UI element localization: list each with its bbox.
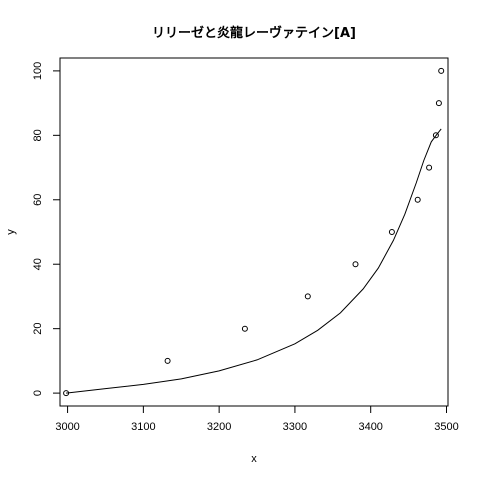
- fit-curve-layer: [66, 128, 442, 394]
- x-tick-label: 3500: [434, 421, 458, 433]
- x-tick-label: 3300: [283, 421, 307, 433]
- x-tick-label: 3000: [55, 421, 79, 433]
- data-point: [426, 164, 433, 171]
- data-point: [414, 196, 421, 203]
- x-axis: 3000 3100 3200 3300 3400 3500: [55, 405, 459, 433]
- y-axis-label: y: [5, 229, 17, 235]
- x-tick-label: 3400: [358, 421, 382, 433]
- chart-title: リリーゼと炎龍レーヴァテイン[A]: [152, 25, 356, 41]
- data-point: [63, 390, 70, 397]
- data-point: [164, 357, 171, 364]
- data-points-layer: [63, 67, 445, 397]
- data-point: [432, 132, 439, 139]
- y-tick-label: 60: [32, 194, 44, 206]
- data-point: [438, 67, 445, 74]
- fit-curve: [66, 128, 442, 394]
- y-axis: 0 20 40 60 80 100: [32, 62, 61, 396]
- y-tick-label: 20: [32, 323, 44, 335]
- data-point: [352, 261, 359, 268]
- data-point: [435, 100, 442, 107]
- y-tick-label: 80: [32, 129, 44, 141]
- data-point: [304, 293, 311, 300]
- x-tick-label: 3100: [131, 421, 155, 433]
- y-tick-label: 0: [32, 390, 44, 396]
- data-point: [388, 229, 395, 235]
- y-tick-label: 40: [32, 258, 44, 270]
- y-tick-label: 100: [32, 62, 44, 80]
- x-axis-label: x: [251, 453, 257, 465]
- data-point: [241, 325, 248, 332]
- x-tick-label: 3200: [207, 421, 231, 433]
